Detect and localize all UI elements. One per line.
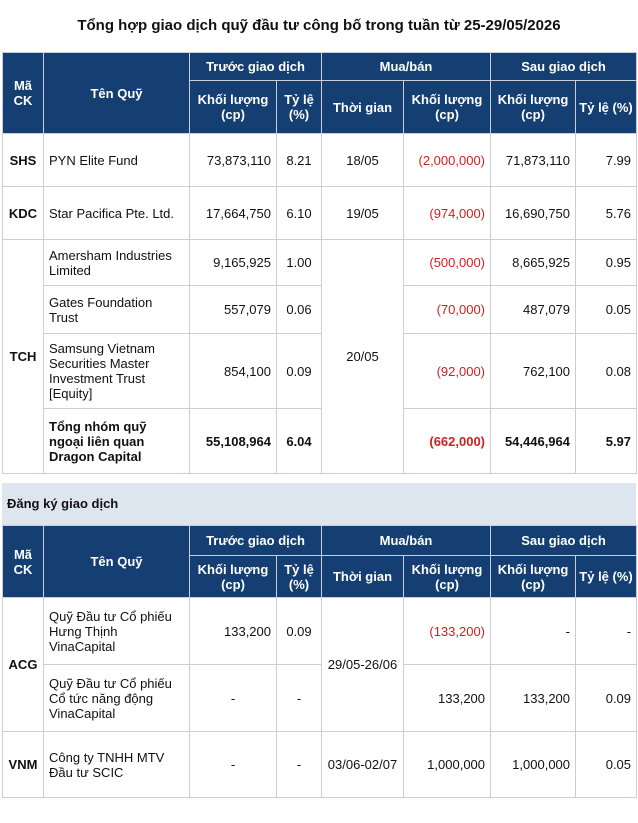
fund-name: Star Pacifica Pte. Ltd.	[43, 186, 190, 240]
trade-volume: 1,000,000	[402, 731, 492, 798]
stock-code: TCH	[2, 239, 44, 474]
trade-time: 20/05	[321, 239, 404, 474]
after-volume: 8,665,925	[490, 239, 577, 286]
table-row: ACG Quỹ Đầu tư Cổ phiếu Hưng Thịnh VinaC…	[2, 597, 638, 732]
before-volume: 73,873,110	[189, 133, 277, 187]
before-ratio: 8.21	[276, 133, 322, 187]
header-thoi-gian: Thời gian	[321, 555, 404, 598]
after-ratio: 0.05	[575, 731, 638, 798]
table-row: Samsung Vietnam Securities Master Invest…	[3, 333, 638, 409]
fund-transactions-table: Mã CK Tên Quỹ Trước giao dịch Mua/bán Sa…	[2, 52, 638, 474]
trade-volume: (92,000)	[402, 333, 492, 409]
header-ty-le-sau: Tỷ lệ (%)	[575, 555, 638, 598]
before-ratio: 1.00	[276, 239, 322, 286]
header-khoi-luong-sau: Khối lượng (cp)	[490, 555, 577, 598]
trade-volume: (133,200)	[402, 597, 492, 665]
after-ratio: 5.76	[575, 186, 638, 240]
header-mua-ban: Mua/bán	[320, 525, 492, 556]
header-khoi-luong-mua-ban: Khối lượng (cp)	[402, 80, 492, 134]
after-volume: 1,000,000	[490, 731, 577, 798]
after-volume: 16,690,750	[490, 186, 577, 240]
stock-code: KDC	[2, 186, 44, 240]
stock-code: ACG	[2, 597, 44, 732]
section-title-dang-ky: Đăng ký giao dịch	[2, 483, 636, 525]
before-volume: 854,100	[189, 333, 277, 409]
trade-volume: (500,000)	[402, 239, 492, 286]
header-khoi-luong-mua-ban: Khối lượng (cp)	[402, 555, 492, 598]
trade-time: 03/06-02/07	[321, 731, 404, 798]
before-volume: 133,200	[189, 597, 277, 665]
after-volume: -	[490, 597, 577, 665]
fund-name: Gates Foundation Trust	[43, 285, 190, 334]
trade-volume: (2,000,000)	[402, 133, 492, 187]
header-sau-giao-dich: Sau giao dịch	[490, 52, 638, 81]
page-title: Tổng hợp giao dịch quỹ đầu tư công bố tr…	[77, 17, 561, 34]
header-ma-ck: Mã CK	[2, 52, 44, 134]
header-ten-quy: Tên Quỹ	[43, 52, 190, 134]
table-row: Quỹ Đầu tư Cổ phiếu Cổ tức năng động Vin…	[3, 664, 638, 732]
before-volume: 9,165,925	[189, 239, 277, 286]
header-truoc-giao-dich: Trước giao dịch	[189, 525, 322, 556]
table-row: KDC Star Pacifica Pte. Ltd. 17,664,750 6…	[2, 186, 638, 240]
registered-transactions-table: Mã CK Tên Quỹ Trước giao dịch Mua/bán Sa…	[2, 525, 638, 798]
after-volume: 133,200	[490, 664, 577, 732]
after-volume: 487,079	[490, 285, 577, 334]
header-thoi-gian: Thời gian	[321, 80, 404, 134]
before-volume: 17,664,750	[189, 186, 277, 240]
total-row: Tổng nhóm quỹ ngoại liên quan Dragon Cap…	[3, 408, 638, 474]
after-ratio: 7.99	[575, 133, 638, 187]
after-ratio: -	[575, 597, 638, 665]
after-ratio: 5.97	[575, 408, 638, 474]
before-volume: -	[189, 664, 277, 732]
after-ratio: 0.95	[575, 239, 638, 286]
after-ratio: 0.05	[575, 285, 638, 334]
fund-name: Quỹ Đầu tư Cổ phiếu Cổ tức năng động Vin…	[43, 664, 190, 732]
before-ratio: 6.10	[276, 186, 322, 240]
after-ratio: 0.08	[575, 333, 638, 409]
stock-code: SHS	[2, 133, 44, 187]
before-ratio: 0.06	[276, 285, 322, 334]
after-volume: 71,873,110	[490, 133, 577, 187]
table-row: TCH Amersham Industries Limited 9,165,92…	[2, 239, 638, 474]
fund-name: Samsung Vietnam Securities Master Invest…	[43, 333, 190, 409]
trade-volume: (70,000)	[402, 285, 492, 334]
before-ratio: -	[276, 664, 322, 732]
header-sau-giao-dich: Sau giao dịch	[490, 525, 638, 556]
header-ty-le-sau: Tỷ lệ (%)	[575, 80, 638, 134]
fund-name: PYN Elite Fund	[43, 133, 190, 187]
after-volume: 762,100	[490, 333, 577, 409]
trade-volume: (974,000)	[402, 186, 492, 240]
before-ratio: -	[276, 731, 322, 798]
header-ten-quy: Tên Quỹ	[43, 525, 190, 598]
header-khoi-luong-sau: Khối lượng (cp)	[490, 80, 577, 134]
before-ratio: 6.04	[276, 408, 322, 474]
before-volume: 557,079	[189, 285, 277, 334]
trade-time: 19/05	[321, 186, 404, 240]
before-volume: 55,108,964	[189, 408, 277, 474]
before-ratio: 0.09	[276, 597, 322, 665]
table-row: SHS PYN Elite Fund 73,873,110 8.21 18/05…	[2, 133, 638, 187]
header-khoi-luong-truoc: Khối lượng (cp)	[189, 555, 277, 598]
stock-code: VNM	[2, 731, 44, 798]
fund-name: Quỹ Đầu tư Cổ phiếu Hưng Thịnh VinaCapit…	[43, 597, 190, 665]
after-volume: 54,446,964	[490, 408, 577, 474]
before-ratio: 0.09	[276, 333, 322, 409]
header-truoc-giao-dich: Trước giao dịch	[189, 52, 322, 81]
header-ty-le-truoc: Tỷ lệ (%)	[276, 555, 322, 598]
table-row: Gates Foundation Trust 557,079 0.06 (70,…	[3, 285, 638, 334]
trade-time: 29/05-26/06	[321, 597, 404, 732]
header-khoi-luong-truoc: Khối lượng (cp)	[189, 80, 277, 134]
trade-volume: (662,000)	[402, 408, 492, 474]
fund-name: Amersham Industries Limited	[43, 239, 190, 286]
header-mua-ban: Mua/bán	[320, 52, 492, 81]
fund-group-name: Tổng nhóm quỹ ngoại liên quan Dragon Cap…	[43, 408, 190, 474]
fund-name: Công ty TNHH MTV Đầu tư SCIC	[43, 731, 190, 798]
trade-time: 18/05	[321, 133, 404, 187]
header-ma-ck: Mã CK	[2, 525, 44, 598]
before-volume: -	[189, 731, 277, 798]
header-ty-le-truoc: Tỷ lệ (%)	[276, 80, 322, 134]
trade-volume: 133,200	[402, 664, 492, 732]
after-ratio: 0.09	[575, 664, 638, 732]
table-row: VNM Công ty TNHH MTV Đầu tư SCIC - - 03/…	[2, 731, 638, 798]
